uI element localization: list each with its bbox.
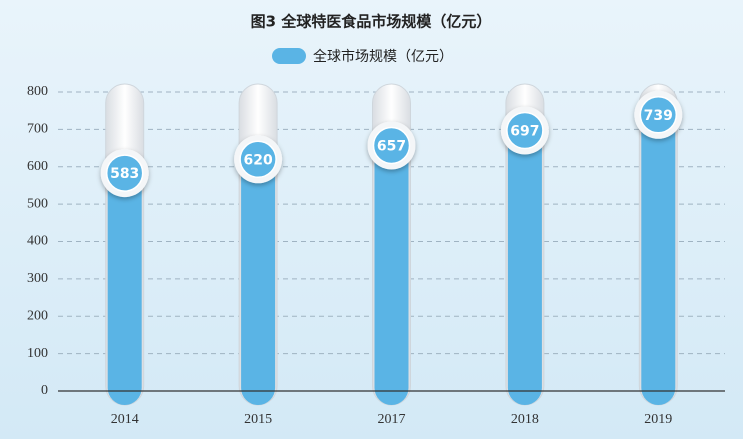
chart-title: 图3 全球特医食品市场规模（亿元）: [251, 13, 492, 31]
x-tick-label: 2017: [378, 412, 406, 427]
y-tick-label: 300: [27, 271, 48, 286]
value-badge: [506, 111, 544, 150]
y-tick-label: 200: [27, 308, 48, 323]
value-badge: [639, 96, 678, 134]
y-tick-label: 500: [27, 196, 48, 211]
bar: [107, 173, 142, 405]
bar: [507, 130, 542, 405]
data-label: 583: [110, 166, 139, 182]
x-tick-label: 2019: [644, 412, 672, 427]
data-label: 657: [377, 138, 406, 154]
value-badge: [372, 126, 411, 165]
value-badge: [105, 154, 144, 192]
x-tick-label: 2014: [111, 412, 139, 427]
y-tick-label: 0: [41, 383, 48, 398]
x-tick-label: 2015: [244, 412, 272, 427]
bar: [241, 159, 276, 405]
y-tick-label: 800: [27, 84, 48, 99]
y-tick-label: 700: [27, 122, 48, 137]
data-label: 697: [510, 123, 539, 139]
value-badge: [239, 140, 277, 179]
x-tick-label: 2018: [511, 412, 539, 427]
bar: [374, 145, 409, 406]
y-tick-label: 400: [27, 234, 48, 249]
legend-label[interactable]: 全球市场规模（亿元）: [313, 48, 453, 65]
legend-swatch: [272, 48, 306, 64]
bar: [641, 114, 676, 405]
data-label: 620: [243, 152, 272, 168]
y-tick-label: 100: [27, 346, 48, 361]
data-label: 739: [644, 108, 673, 124]
y-tick-label: 600: [27, 159, 48, 174]
